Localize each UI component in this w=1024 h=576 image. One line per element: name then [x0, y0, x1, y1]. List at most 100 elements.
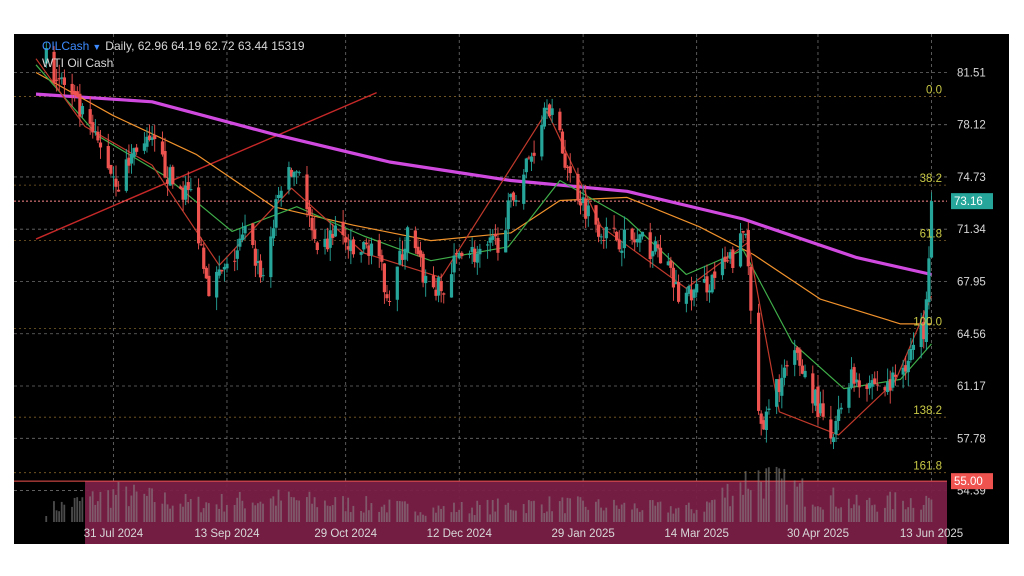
candle-body — [689, 289, 694, 301]
volume-bar — [365, 496, 368, 522]
candle-body — [669, 260, 673, 268]
volume-bar — [579, 497, 582, 522]
candle-body — [604, 226, 608, 239]
volume-bar — [437, 505, 440, 522]
volume-bar — [669, 506, 672, 522]
volume-bar — [816, 506, 819, 522]
candle-body — [692, 289, 696, 298]
candle-body — [780, 377, 784, 396]
candle-body — [150, 137, 154, 141]
candle-body — [929, 201, 934, 258]
candle-body — [818, 403, 823, 414]
volume-layer — [45, 466, 933, 522]
candle-body — [362, 242, 366, 250]
candle-body — [261, 275, 265, 277]
candle-body — [865, 384, 869, 390]
volume-bar — [530, 501, 533, 522]
volume-bar — [269, 498, 272, 522]
candle-body — [875, 384, 879, 386]
volume-bar — [507, 502, 510, 522]
volume-bar — [259, 501, 262, 522]
volume-bar — [460, 501, 463, 522]
volume-bar — [450, 512, 453, 522]
candle-body — [62, 77, 66, 85]
volume-bar — [902, 500, 904, 522]
candle-body — [52, 51, 56, 84]
candle-body — [563, 153, 567, 168]
candle-body — [488, 237, 492, 243]
volume-bar — [414, 511, 417, 522]
candle-body — [380, 255, 384, 262]
volume-bar — [494, 511, 497, 522]
volume-bar — [53, 501, 55, 522]
chart-frame: 81.51 78.12 74.73 71.34 67.95 64.56 61.17 57.78… — [14, 34, 1009, 544]
candle-body — [713, 271, 717, 278]
volume-bar — [489, 514, 492, 522]
volume-bar — [453, 502, 455, 522]
fib-label: 38.2 — [920, 173, 942, 185]
volume-bar — [127, 506, 130, 522]
symbol-dropdown-icon[interactable]: ▼ — [92, 42, 102, 52]
candle-body — [891, 372, 895, 388]
candle-body — [811, 373, 815, 404]
trendline — [35, 91, 377, 240]
trendline-layer[interactable] — [35, 91, 377, 240]
candle-body — [666, 261, 670, 266]
candle-body — [602, 240, 606, 242]
y-tick-label: 71.34 — [957, 224, 986, 236]
candle-body — [418, 250, 423, 257]
candle-body — [726, 260, 730, 262]
fib-label: 61.8 — [920, 229, 942, 241]
candle-body — [251, 223, 255, 245]
candle-body — [434, 289, 438, 296]
y-tick-label: 67.95 — [957, 276, 986, 288]
candle-body — [684, 292, 688, 304]
volume-bar — [835, 506, 837, 522]
volume-bar — [96, 501, 99, 522]
candle-body — [80, 106, 85, 115]
candle-body — [738, 233, 743, 267]
volume-bar — [525, 513, 528, 522]
candle-body — [638, 234, 642, 243]
price-chart[interactable]: 81.51 78.12 74.73 71.34 67.95 64.56 61.17 57.78… — [14, 34, 1009, 544]
volume-bar — [675, 508, 677, 522]
candle-body — [269, 236, 273, 278]
candle-body — [651, 251, 655, 257]
candle-body — [705, 276, 709, 293]
volume-bar — [78, 500, 81, 522]
candle-body — [767, 408, 771, 410]
candle-body — [578, 201, 583, 206]
candle-body — [307, 206, 312, 215]
candle-body — [189, 189, 193, 191]
candle-body — [620, 250, 624, 253]
volume-bar — [478, 504, 481, 522]
candle-body — [566, 166, 570, 168]
candle-body — [91, 122, 95, 133]
volume-bar — [747, 488, 750, 522]
volume-bar — [925, 495, 928, 522]
volume-bar — [272, 496, 275, 522]
volume-bar — [780, 478, 783, 522]
candle-body — [220, 269, 224, 272]
candle-body — [171, 166, 175, 185]
candle-body — [478, 248, 482, 255]
candle-body — [594, 205, 598, 225]
candle-body — [406, 227, 410, 253]
candle-body — [351, 239, 356, 255]
fib-label: 100.0 — [913, 317, 942, 329]
candle-body — [821, 403, 825, 417]
volume-bar — [783, 468, 786, 522]
candle-body — [168, 167, 172, 186]
volume-bar — [638, 511, 641, 522]
symbol-label[interactable]: OILCash — [42, 39, 90, 53]
volume-bar — [241, 500, 244, 522]
volume-bar — [220, 493, 223, 522]
candle-body — [834, 420, 838, 435]
candle-body — [96, 131, 100, 141]
candle-body — [160, 141, 165, 155]
volume-bar — [91, 491, 94, 522]
volume-bar — [184, 493, 187, 522]
volume-bar — [930, 499, 933, 522]
volume-bar — [749, 490, 752, 522]
candle-body — [795, 347, 799, 353]
